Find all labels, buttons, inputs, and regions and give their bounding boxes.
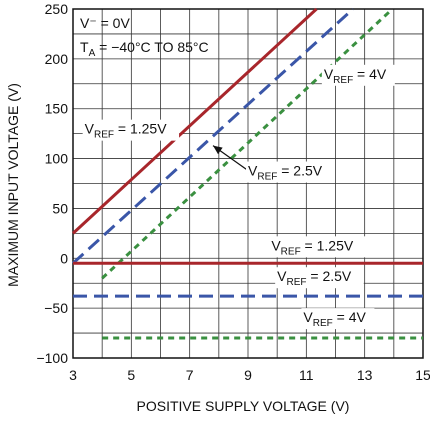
y-tick-label: 150 [45, 101, 69, 117]
condition-temperature: TA = −40°C TO 85°C [80, 39, 209, 59]
y-tick-label: 250 [45, 1, 69, 17]
series-label: VREF = 4V [303, 309, 366, 329]
label-background [321, 64, 395, 86]
series-line-upper [71, 7, 318, 235]
x-tick-label: 5 [127, 367, 135, 383]
label-background [301, 308, 375, 330]
series-line-upper [71, 7, 355, 265]
arrow-head [213, 145, 223, 155]
label-background [82, 119, 180, 141]
x-tick-label: 15 [415, 367, 430, 383]
condition-vminus: V⁻ = 0V [80, 15, 130, 31]
series-label: VREF = 2.5V [277, 268, 352, 288]
x-tick-label: 7 [186, 367, 194, 383]
series-label: VREF = 1.25V [271, 237, 354, 257]
plot-frame [72, 8, 424, 359]
series-lines [71, 7, 423, 340]
y-axis-label: MAXIMUM INPUT VOLTAGE (V) [5, 83, 21, 287]
x-tick-label: 3 [69, 367, 77, 383]
annotation-arrow [212, 145, 249, 172]
series-label: VREF = 2.5V [248, 163, 323, 183]
x-tick-label: 13 [357, 367, 373, 383]
y-tick-label: 100 [45, 151, 69, 167]
y-tick-label: −100 [36, 350, 68, 366]
x-tick-label: 9 [244, 367, 252, 383]
y-tick-label: 0 [60, 250, 68, 266]
tick-labels: 3 5 7 9 11 13 15 250 200 150 100 50 0 −50 −100 [36, 1, 430, 383]
y-tick-label: 200 [45, 51, 69, 67]
y-tick-label: 50 [52, 200, 68, 216]
series-label: VREF = 4V [324, 66, 387, 86]
series-label: VREF = 1.25V [85, 121, 168, 141]
series-labels: VREF = 1.25V VREF = 2.5V VREF = 4V VREF = 1… [82, 64, 395, 330]
label-background [275, 267, 364, 289]
label-background [246, 161, 335, 183]
y-tick-label: −50 [44, 300, 68, 316]
label-background [269, 236, 366, 258]
x-axis-label: POSITIVE SUPPLY VOLTAGE (V) [137, 398, 350, 414]
x-tick-label: 11 [299, 367, 314, 383]
